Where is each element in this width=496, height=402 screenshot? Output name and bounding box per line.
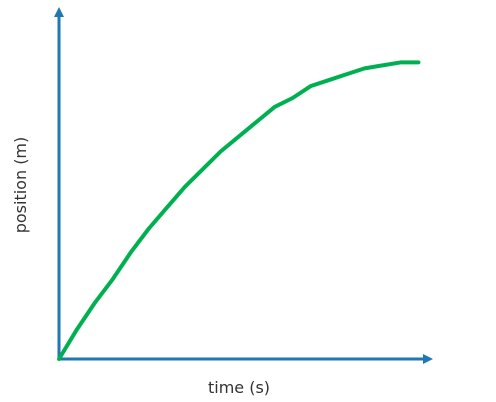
y-axis-label: position (m) — [11, 137, 30, 234]
series-line-0 — [57, 60, 421, 361]
series-layer — [57, 60, 421, 361]
x-axis-label: time (s) — [208, 378, 270, 397]
